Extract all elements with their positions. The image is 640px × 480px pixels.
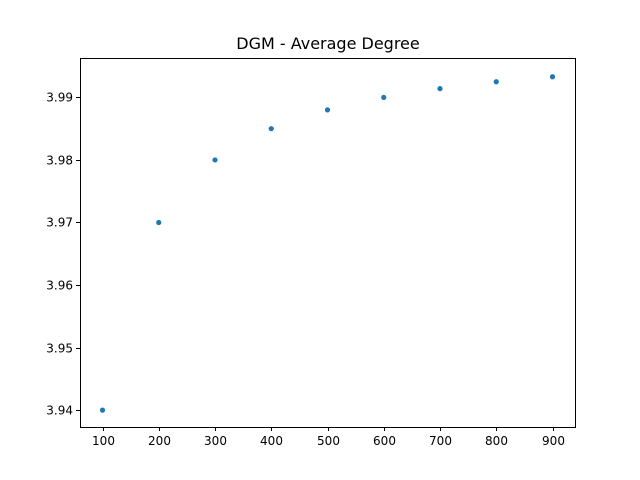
y-axis: 3.94 3.95 3.96 3.97 3.98 3.99 bbox=[46, 91, 80, 418]
y-tick-label: 3.94 bbox=[46, 404, 73, 418]
axes-frame bbox=[80, 58, 576, 428]
data-points bbox=[99, 74, 556, 413]
data-point bbox=[99, 407, 106, 413]
x-tick-label: 900 bbox=[542, 434, 565, 448]
x-tick-label: 200 bbox=[148, 434, 171, 448]
data-point bbox=[212, 157, 218, 163]
data-point bbox=[324, 107, 331, 113]
y-tick-label: 3.98 bbox=[46, 154, 73, 168]
data-point bbox=[437, 86, 443, 92]
x-tick-label: 600 bbox=[373, 434, 396, 448]
data-point bbox=[493, 79, 499, 85]
y-tick-label: 3.95 bbox=[46, 342, 73, 356]
x-tick-label: 800 bbox=[485, 434, 508, 448]
y-tick-label: 3.97 bbox=[46, 216, 73, 230]
x-tick-label: 700 bbox=[429, 434, 452, 448]
chart-title: DGM - Average Degree bbox=[236, 34, 420, 53]
x-axis: 100 200 300 400 500 600 700 800 900 bbox=[92, 427, 565, 448]
data-point bbox=[156, 219, 162, 226]
y-tick-label: 3.99 bbox=[46, 91, 73, 105]
x-tick-label: 400 bbox=[260, 434, 283, 448]
data-point bbox=[549, 74, 556, 80]
x-tick-label: 500 bbox=[317, 434, 340, 448]
x-tick-label: 100 bbox=[92, 434, 115, 448]
x-tick-label: 300 bbox=[204, 434, 227, 448]
data-point bbox=[268, 126, 274, 132]
data-point bbox=[381, 94, 387, 101]
y-tick-label: 3.96 bbox=[46, 279, 73, 293]
